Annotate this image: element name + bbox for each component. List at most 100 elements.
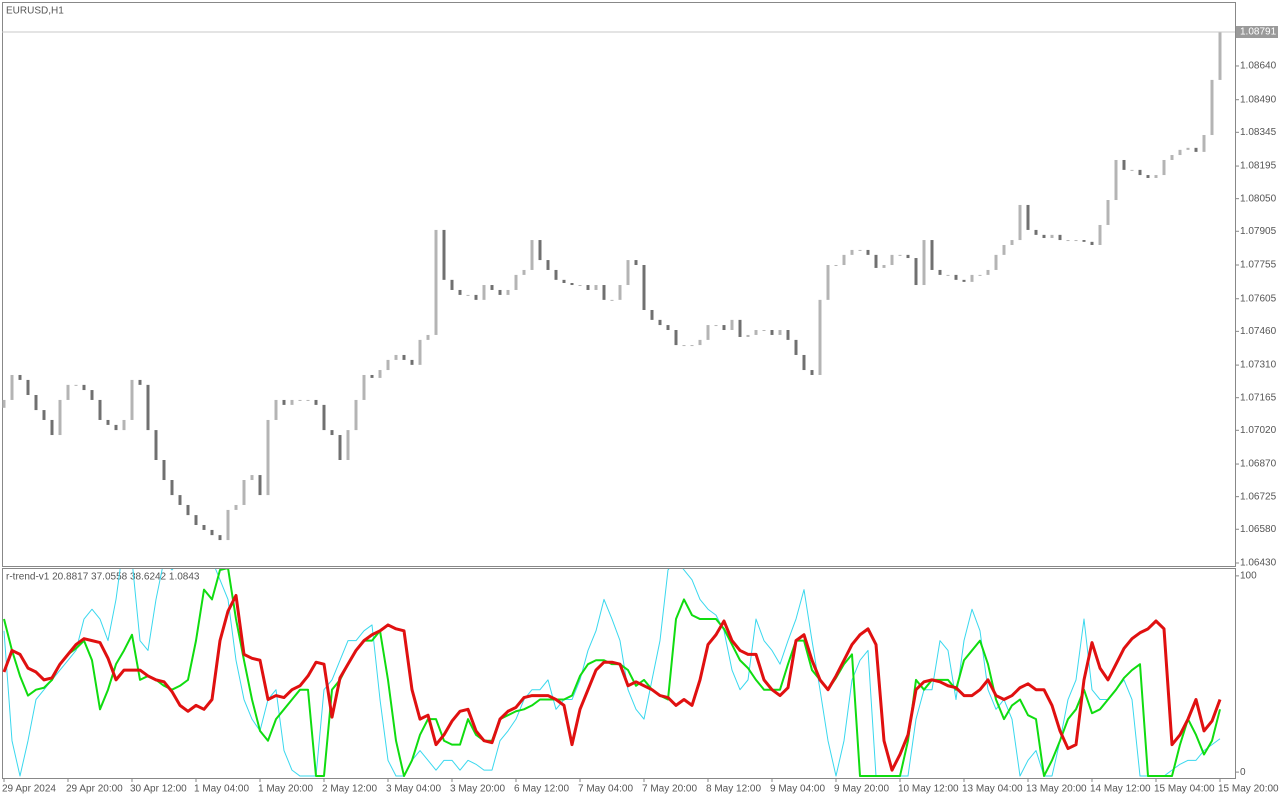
candle (50, 419, 54, 436)
candle (1154, 175, 1158, 178)
candle (954, 274, 958, 280)
candle (458, 289, 462, 295)
candle (42, 410, 46, 420)
y-tick-label: 1.08640 (1240, 61, 1277, 72)
candle (538, 240, 542, 261)
candle (514, 274, 518, 290)
x-tick-label: 15 May 20:00 (1218, 784, 1279, 795)
indicator-title: r-trend-v1 20.8817 37.0558 38.6242 1.084… (6, 572, 200, 583)
candle (354, 399, 358, 431)
candle (570, 283, 574, 286)
candle (690, 345, 694, 347)
candle (682, 345, 686, 347)
candle (250, 475, 254, 481)
candle (1010, 240, 1014, 245)
candle (578, 285, 582, 287)
x-tick-label: 3 May 04:00 (386, 784, 441, 795)
y-tick-label: 1.06870 (1240, 459, 1277, 470)
y-tick-label: 1.06725 (1240, 491, 1277, 502)
candle (1074, 240, 1078, 242)
candle (882, 265, 886, 268)
candle (1162, 159, 1166, 176)
candle (138, 379, 142, 385)
y-tick-label: 1.07020 (1240, 425, 1277, 436)
candle (730, 319, 734, 331)
x-tick-label: 29 Apr 2024 (2, 784, 56, 795)
y-tick-label: 1.08490 (1240, 94, 1277, 105)
candle (450, 279, 454, 290)
x-tick-label: 15 May 04:00 (1154, 784, 1215, 795)
candle (370, 374, 374, 378)
x-tick-label: 7 May 04:00 (578, 784, 633, 795)
candle (714, 325, 718, 327)
x-tick-label: 14 May 12:00 (1090, 784, 1151, 795)
candle (922, 240, 926, 286)
candle (1138, 169, 1142, 176)
x-tick-label: 9 May 04:00 (770, 784, 825, 795)
candle (306, 399, 310, 401)
candle (218, 535, 222, 541)
candle (474, 294, 478, 300)
candle (178, 495, 182, 505)
candle (1170, 155, 1174, 160)
candle (930, 240, 934, 270)
x-tick-label: 29 Apr 20:00 (66, 784, 123, 795)
last-price-label: 1.08791 (1240, 27, 1277, 38)
candle (34, 395, 38, 411)
candle (834, 265, 838, 267)
x-tick-label: 3 May 20:00 (450, 784, 505, 795)
candle (594, 285, 598, 290)
x-tick-label: 30 Apr 12:00 (130, 784, 187, 795)
candle (410, 359, 414, 365)
candle (194, 515, 198, 525)
candle (738, 319, 742, 337)
candle (346, 430, 350, 460)
candle (146, 384, 150, 431)
candle (978, 274, 982, 276)
candle (330, 430, 334, 436)
candle (1218, 32, 1222, 80)
candle (82, 384, 86, 391)
candle (618, 285, 622, 300)
y-tick-label: 1.06430 (1240, 558, 1277, 569)
candle (1090, 241, 1094, 245)
candle (394, 354, 398, 360)
candle (26, 379, 30, 395)
candle (402, 354, 406, 360)
indicator-line (3, 569, 1221, 778)
candle (1002, 244, 1006, 255)
candle (1066, 240, 1070, 242)
y-tick-label: 1.07165 (1240, 392, 1277, 403)
candle (482, 285, 486, 300)
candle (1202, 135, 1206, 152)
candle (1082, 240, 1086, 242)
candle (170, 480, 174, 496)
candle (858, 249, 862, 251)
candle (1106, 200, 1110, 225)
candle (90, 390, 94, 400)
candle (490, 285, 494, 290)
candle (290, 399, 294, 405)
candle (378, 370, 382, 378)
candle (162, 459, 166, 481)
candle (98, 399, 102, 420)
candle (418, 339, 422, 365)
candle (18, 374, 22, 380)
x-tick-label: 1 May 20:00 (258, 784, 313, 795)
candle (114, 424, 118, 431)
candle (122, 419, 126, 431)
candle (282, 399, 286, 405)
last-price-box (1236, 26, 1278, 39)
candle (66, 384, 70, 400)
candle (58, 399, 62, 436)
candle (866, 249, 870, 255)
candle (802, 354, 806, 371)
candle (786, 330, 790, 340)
candle (242, 480, 246, 505)
candle (2, 399, 6, 408)
candle (1178, 149, 1182, 156)
candle (610, 299, 614, 301)
candle (274, 399, 278, 420)
candle (642, 265, 646, 310)
